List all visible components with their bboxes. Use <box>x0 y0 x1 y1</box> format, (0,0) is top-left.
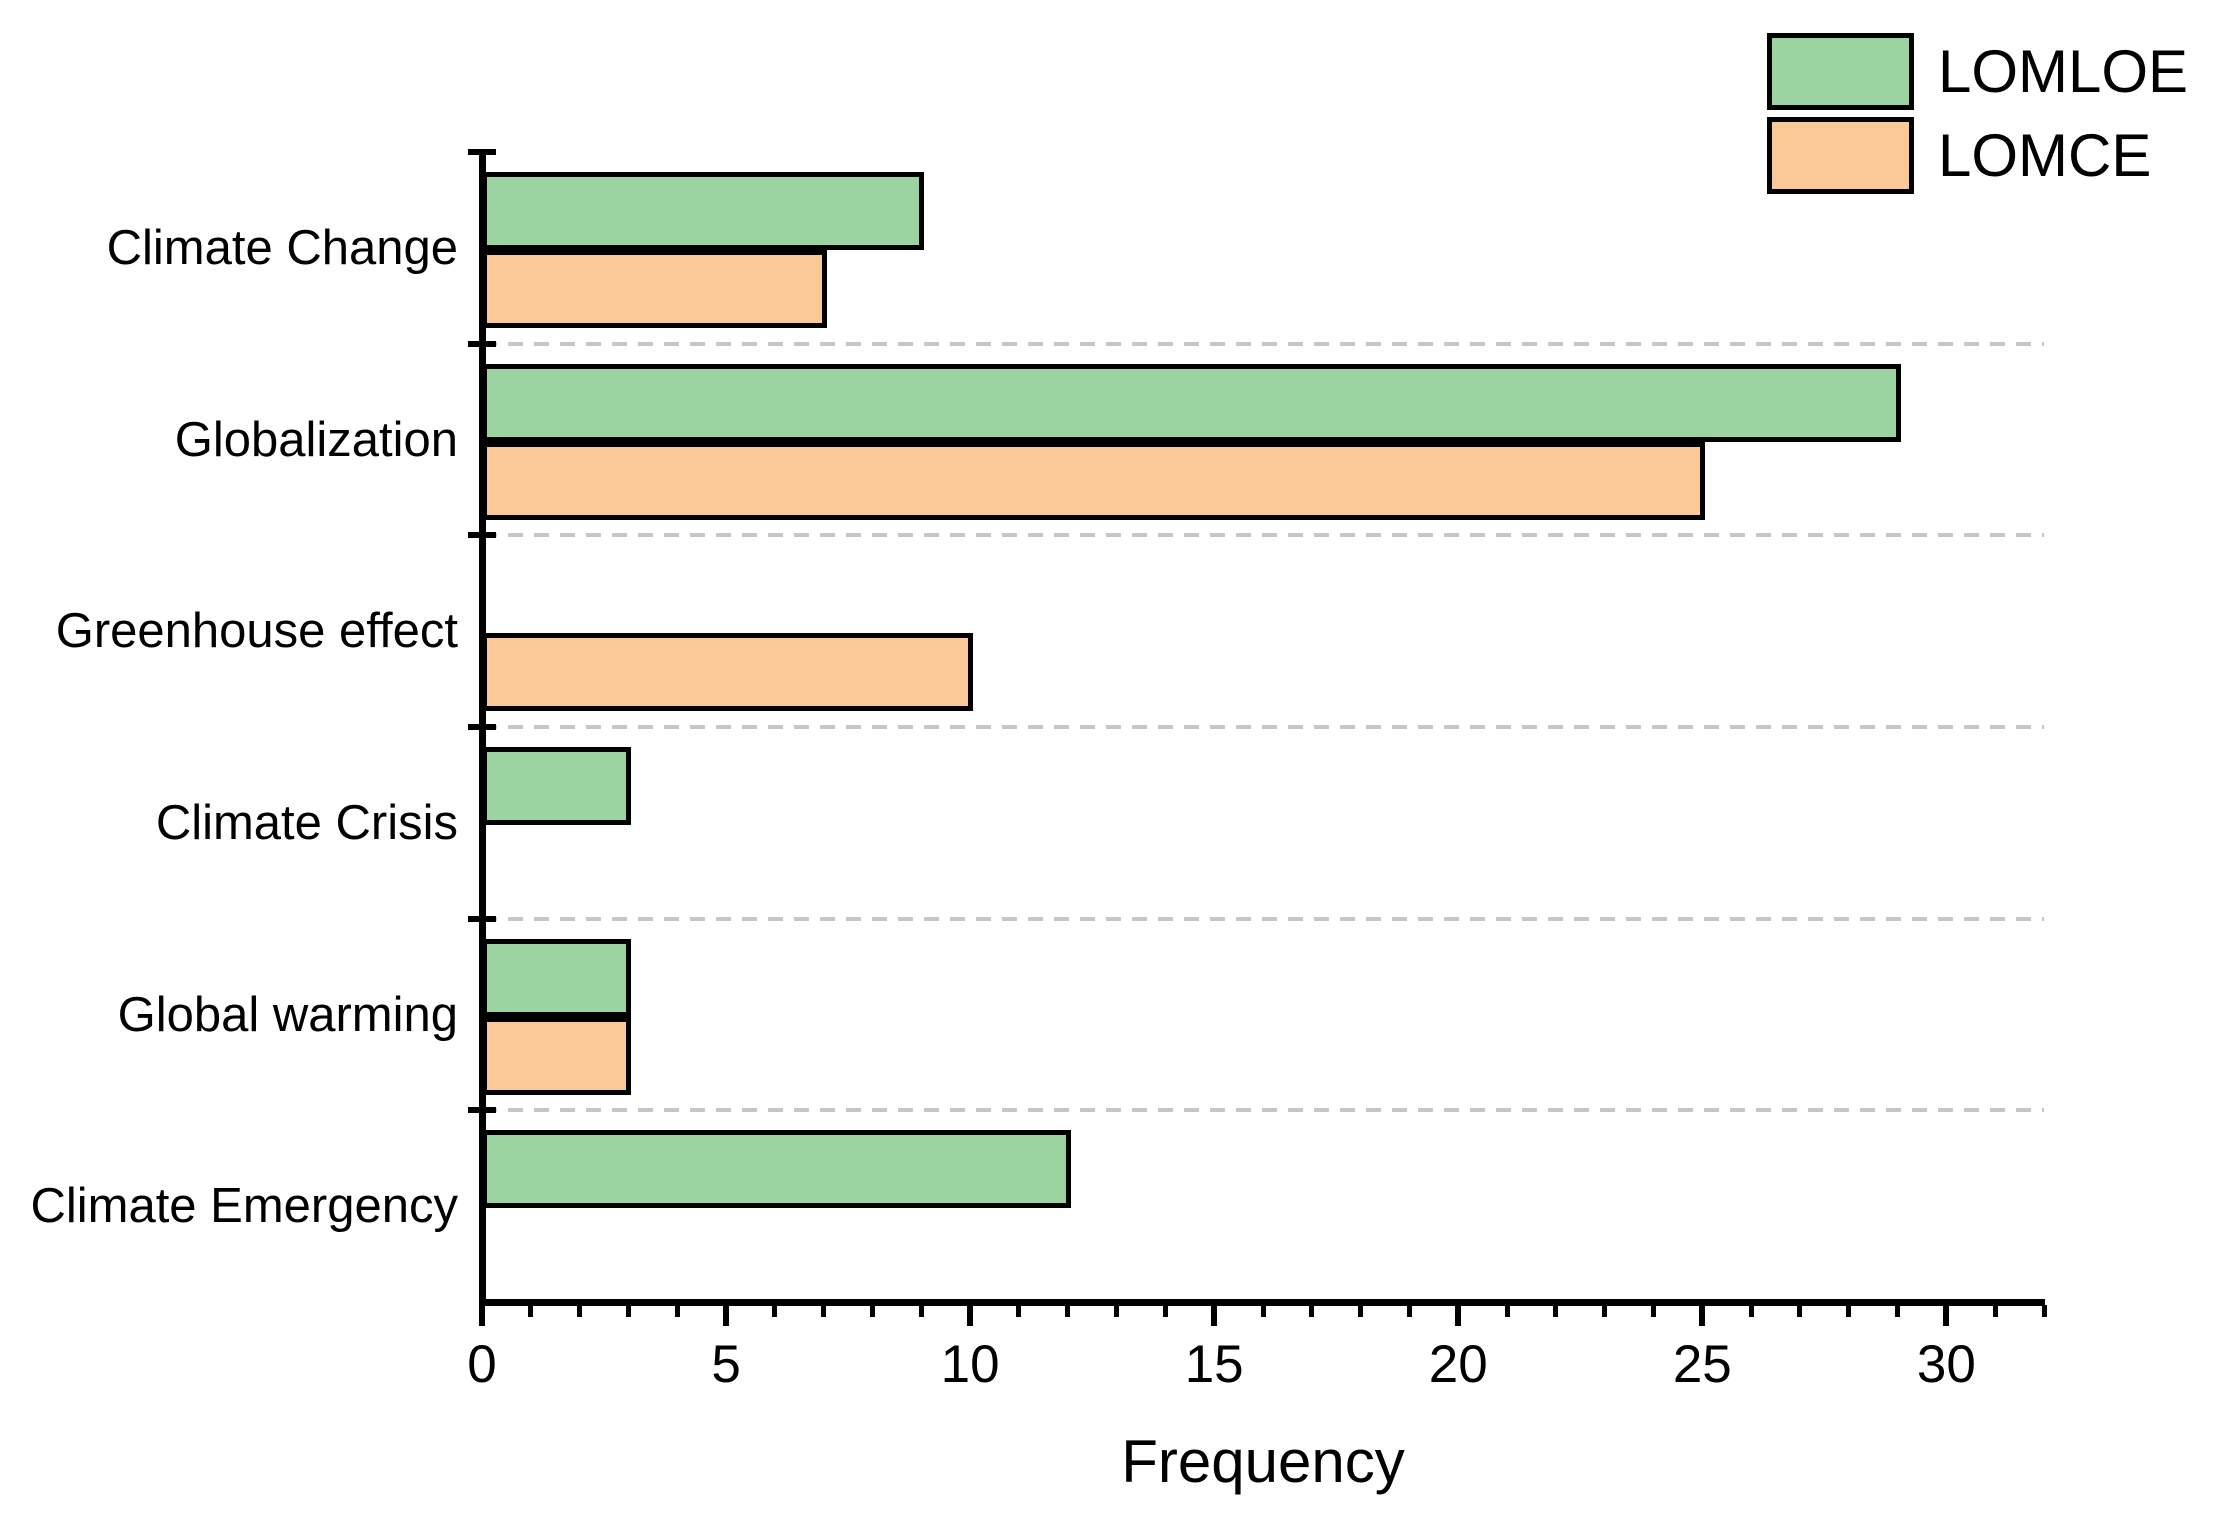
x-axis-minor-tick <box>1016 1305 1022 1317</box>
x-axis-minor-tick <box>2041 1305 2047 1317</box>
group-separator-gridline <box>482 916 2044 921</box>
group-separator-gridline <box>482 533 2044 538</box>
x-axis-title: Frequency <box>1121 1428 1405 1495</box>
x-axis <box>478 1298 2045 1306</box>
x-axis-minor-tick <box>1651 1305 1656 1317</box>
x-axis-minor-tick <box>918 1305 924 1317</box>
bar-lomce-0 <box>482 250 827 328</box>
x-axis-minor-tick <box>1992 1305 1998 1317</box>
x-axis-minor-tick <box>528 1305 534 1317</box>
legend-entry-lomce: LOMCE <box>1767 117 2188 194</box>
y-axis-tick <box>468 149 496 155</box>
bar-lomloe-4 <box>482 938 631 1017</box>
bar-lomce-2 <box>482 633 973 712</box>
x-tick-label: 5 <box>711 1335 741 1394</box>
x-axis-major-tick <box>1943 1305 1950 1326</box>
y-axis-tick <box>468 1107 496 1114</box>
category-label: Climate Change <box>106 220 458 275</box>
bar-lomloe-0 <box>482 172 924 250</box>
x-axis-minor-tick <box>1504 1305 1510 1317</box>
x-axis-minor-tick <box>1895 1305 1901 1317</box>
y-axis-tick <box>468 340 496 347</box>
category-label: Climate Crisis <box>155 795 458 850</box>
x-axis-minor-tick <box>1406 1305 1412 1317</box>
x-axis-major-tick <box>1699 1305 1706 1326</box>
group-separator-gridline <box>482 725 2044 729</box>
x-axis-major-tick <box>967 1305 974 1326</box>
y-axis-tick <box>468 532 496 539</box>
bar-lomce-1 <box>482 441 1705 520</box>
x-axis-minor-tick <box>1602 1305 1608 1317</box>
bar-lomloe-5 <box>482 1130 1071 1209</box>
x-axis-major-tick <box>1455 1305 1462 1326</box>
x-axis-minor-tick <box>674 1305 680 1317</box>
group-separator-gridline <box>482 341 2044 346</box>
x-axis-minor-tick <box>1748 1305 1754 1317</box>
x-tick-label: 0 <box>467 1335 497 1394</box>
x-axis-minor-tick <box>1358 1305 1364 1317</box>
x-tick-label: 25 <box>1672 1335 1732 1394</box>
legend-swatch-lomce-icon <box>1767 117 1914 194</box>
bar-lomce-4 <box>482 1016 631 1095</box>
x-axis-major-tick <box>1211 1305 1218 1326</box>
x-axis-minor-tick <box>1162 1305 1168 1317</box>
x-axis-minor-tick <box>1260 1305 1266 1317</box>
bar-lomloe-1 <box>482 363 1901 442</box>
bar-lomloe-3 <box>482 747 631 825</box>
category-label: Climate Emergency <box>30 1179 458 1234</box>
x-tick-label: 20 <box>1428 1335 1488 1394</box>
x-tick-label: 10 <box>940 1335 1000 1394</box>
legend-entry-lomloe: LOMLOE <box>1767 33 2188 110</box>
y-axis-tick <box>468 724 496 730</box>
category-label: Global warming <box>117 987 458 1042</box>
x-tick-label: 30 <box>1916 1335 1976 1394</box>
y-axis-tick <box>468 915 496 922</box>
x-axis-minor-tick <box>1797 1305 1803 1317</box>
x-axis-minor-tick <box>772 1305 778 1317</box>
group-separator-gridline <box>482 1108 2044 1113</box>
legend: LOMLOE LOMCE <box>1767 33 2188 201</box>
x-axis-minor-tick <box>1309 1305 1315 1317</box>
category-label: Greenhouse effect <box>55 604 458 659</box>
legend-label-lomloe: LOMLOE <box>1938 37 2189 105</box>
x-axis-major-tick <box>479 1305 485 1326</box>
x-axis-minor-tick <box>821 1305 827 1317</box>
legend-swatch-lomloe-icon <box>1767 33 1914 110</box>
x-axis-minor-tick <box>1846 1305 1852 1317</box>
x-axis-minor-tick <box>870 1305 875 1317</box>
category-label: Globalization <box>174 412 458 467</box>
x-axis-minor-tick <box>1114 1305 1120 1317</box>
x-tick-label: 15 <box>1184 1335 1244 1394</box>
x-axis-minor-tick <box>577 1305 583 1317</box>
x-axis-minor-tick <box>625 1305 631 1317</box>
x-axis-minor-tick <box>1065 1305 1071 1317</box>
legend-label-lomce: LOMCE <box>1938 121 2152 189</box>
x-axis-minor-tick <box>1553 1305 1559 1317</box>
x-axis-major-tick <box>723 1305 730 1326</box>
